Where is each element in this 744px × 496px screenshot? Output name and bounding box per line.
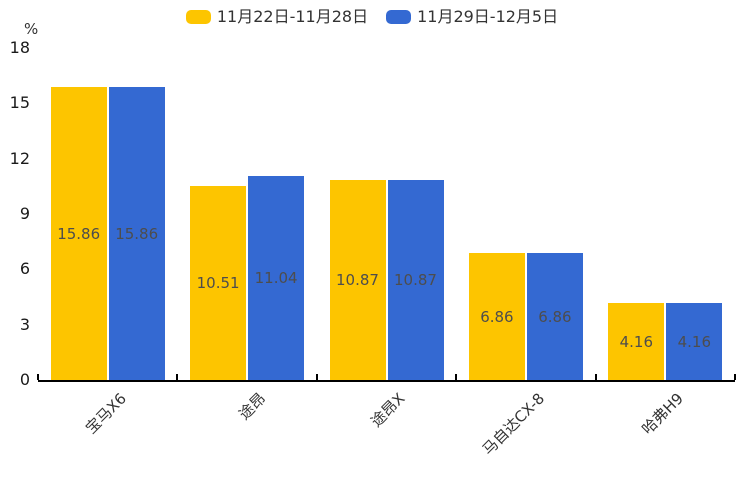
- bar-value-label: 15.86: [57, 224, 101, 243]
- bar-series2: [108, 87, 165, 380]
- y-axis-tick-label: 3: [19, 314, 30, 334]
- bar-series1: [50, 87, 107, 380]
- bar-series2: [526, 253, 583, 380]
- x-axis-tick-mark: [315, 374, 318, 380]
- x-axis-tick-mark: [734, 374, 736, 380]
- legend-label-week2: 11月29日-12月5日: [417, 7, 559, 26]
- y-axis-tick-label: 0: [19, 370, 30, 389]
- x-axis-tick-mark: [455, 374, 458, 380]
- y-axis-tick-label: 12: [9, 148, 30, 168]
- bar-series1: [608, 303, 665, 380]
- x-axis-tick-mark: [37, 374, 39, 380]
- bar-value-label: 6.86: [538, 307, 572, 326]
- x-axis-category-label-text: 宝马X6: [81, 389, 130, 438]
- bar-series2: [248, 176, 305, 380]
- y-axis-tick-label: 6: [19, 259, 30, 279]
- x-axis-line: [38, 380, 735, 382]
- y-axis-tick-label: 15: [9, 93, 30, 113]
- legend-swatch-yellow: [185, 10, 211, 24]
- bar-series2: [666, 303, 723, 380]
- x-axis-tick-mark: [594, 374, 597, 380]
- bar-series1: [329, 179, 386, 380]
- bar-series2: [387, 179, 444, 380]
- bar-value-label: 4.16: [677, 332, 711, 351]
- x-axis-category-label-text: 途昂X: [367, 389, 409, 431]
- y-axis-tick-label: 18: [9, 38, 30, 57]
- bar-value-label: 10.51: [196, 274, 240, 293]
- bar-value-label: 15.86: [115, 224, 159, 243]
- bar-value-label: 11.04: [254, 269, 298, 288]
- y-axis-unit-label: %: [24, 20, 39, 38]
- y-axis-tick-label: 9: [19, 204, 30, 223]
- bar-value-label: 6.86: [480, 307, 514, 326]
- bar-series1: [468, 253, 525, 380]
- legend-label-week1: 11月22日-11月28日: [216, 7, 369, 26]
- x-axis-tick-mark: [176, 374, 179, 380]
- bar-series1: [190, 186, 247, 380]
- legend-item-week1[interactable]: 11月22日-11月28日: [185, 7, 369, 26]
- legend-swatch-blue: [386, 10, 412, 24]
- bar-value-label: 4.16: [619, 332, 653, 351]
- x-axis-category-label-text: 哈弗H9: [638, 389, 688, 439]
- bar-value-label: 10.87: [394, 270, 437, 289]
- x-axis-category-label-text: 马自达CX-8: [478, 389, 549, 459]
- bar-value-label: 10.87: [336, 270, 379, 289]
- chart-legend: 11月22日-11月28日 11月29日-12月5日: [0, 8, 744, 26]
- legend-item-week2[interactable]: 11月29日-12月5日: [386, 8, 558, 26]
- x-axis-category-label-text: 途昂: [235, 389, 270, 424]
